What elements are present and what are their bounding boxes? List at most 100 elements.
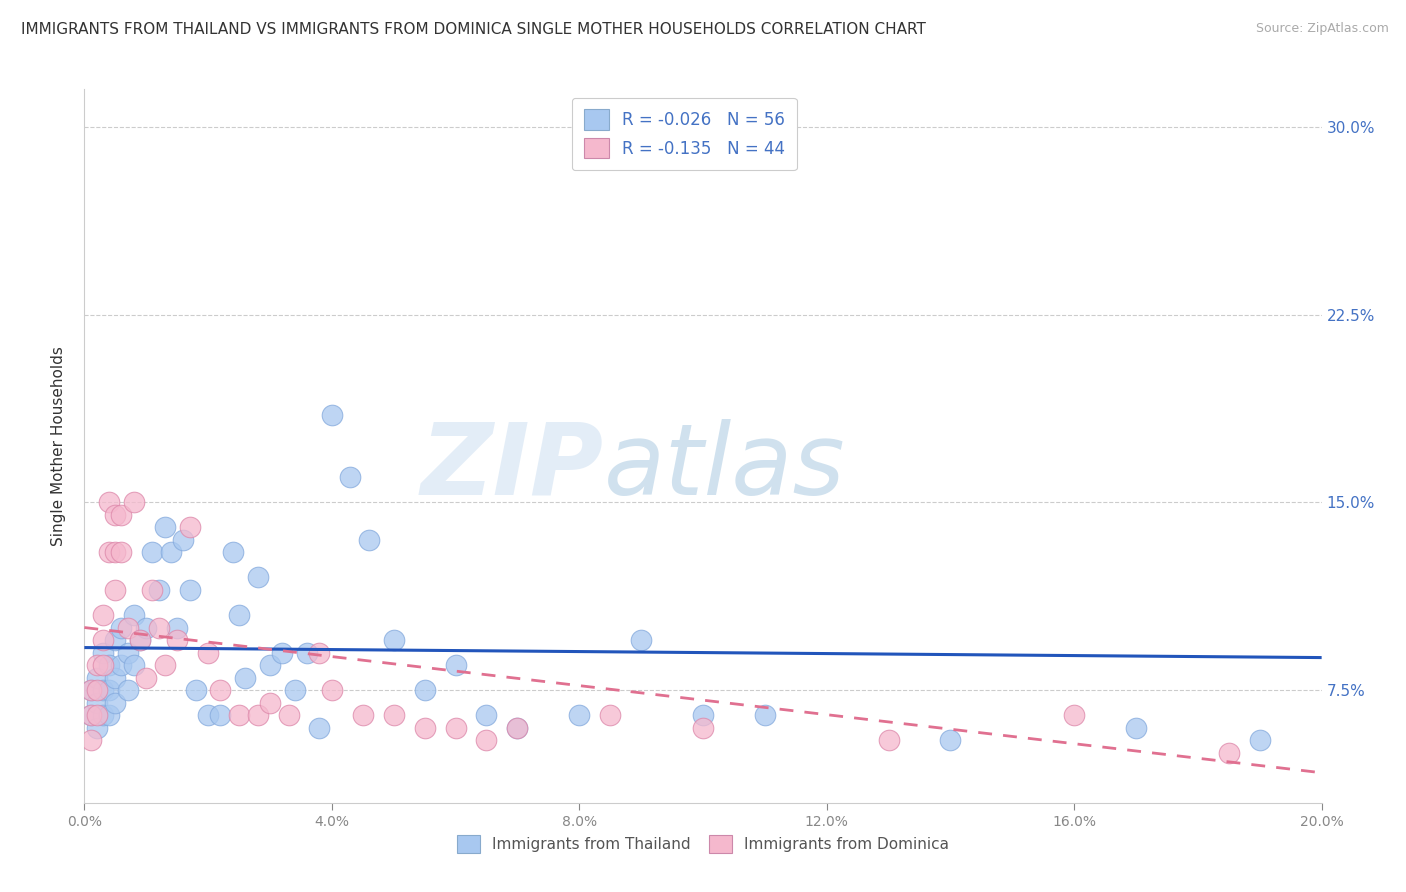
Point bbox=[160, 545, 183, 559]
Point bbox=[153, 520, 176, 534]
Legend: Immigrants from Thailand, Immigrants from Dominica: Immigrants from Thailand, Immigrants fro… bbox=[451, 829, 955, 859]
Point bbox=[91, 607, 114, 622]
Point bbox=[444, 721, 467, 735]
Point bbox=[209, 708, 232, 723]
Point bbox=[1063, 708, 1085, 723]
Point bbox=[141, 582, 163, 597]
Point bbox=[357, 533, 380, 547]
Point bbox=[382, 633, 405, 648]
Point bbox=[91, 708, 114, 723]
Point bbox=[228, 708, 250, 723]
Point bbox=[98, 708, 121, 723]
Point bbox=[228, 607, 250, 622]
Text: Source: ZipAtlas.com: Source: ZipAtlas.com bbox=[1256, 22, 1389, 36]
Point bbox=[98, 683, 121, 698]
Point bbox=[284, 683, 307, 698]
Point bbox=[179, 582, 201, 597]
Point bbox=[91, 658, 114, 673]
Point bbox=[104, 671, 127, 685]
Point bbox=[1249, 733, 1271, 747]
Point bbox=[1218, 746, 1240, 760]
Point bbox=[110, 621, 132, 635]
Point bbox=[877, 733, 900, 747]
Point bbox=[754, 708, 776, 723]
Point bbox=[197, 708, 219, 723]
Point bbox=[86, 671, 108, 685]
Point bbox=[197, 646, 219, 660]
Point bbox=[104, 582, 127, 597]
Point bbox=[122, 658, 145, 673]
Point bbox=[308, 721, 330, 735]
Point bbox=[148, 582, 170, 597]
Point bbox=[506, 721, 529, 735]
Point bbox=[1125, 721, 1147, 735]
Point bbox=[222, 545, 245, 559]
Point bbox=[141, 545, 163, 559]
Point bbox=[259, 658, 281, 673]
Point bbox=[246, 570, 269, 584]
Point bbox=[444, 658, 467, 673]
Point bbox=[233, 671, 256, 685]
Point bbox=[382, 708, 405, 723]
Point bbox=[110, 508, 132, 522]
Point bbox=[166, 633, 188, 648]
Point bbox=[179, 520, 201, 534]
Point bbox=[86, 708, 108, 723]
Text: atlas: atlas bbox=[605, 419, 845, 516]
Point bbox=[308, 646, 330, 660]
Point bbox=[259, 696, 281, 710]
Point bbox=[339, 470, 361, 484]
Point bbox=[277, 708, 299, 723]
Point bbox=[98, 495, 121, 509]
Point bbox=[104, 696, 127, 710]
Point bbox=[98, 545, 121, 559]
Point bbox=[321, 683, 343, 698]
Point bbox=[104, 508, 127, 522]
Point bbox=[91, 683, 114, 698]
Point bbox=[79, 708, 101, 723]
Point bbox=[86, 658, 108, 673]
Point bbox=[939, 733, 962, 747]
Point bbox=[86, 721, 108, 735]
Point bbox=[271, 646, 294, 660]
Point bbox=[117, 683, 139, 698]
Text: IMMIGRANTS FROM THAILAND VS IMMIGRANTS FROM DOMINICA SINGLE MOTHER HOUSEHOLDS CO: IMMIGRANTS FROM THAILAND VS IMMIGRANTS F… bbox=[21, 22, 927, 37]
Point bbox=[413, 683, 436, 698]
Point bbox=[79, 733, 101, 747]
Point bbox=[91, 646, 114, 660]
Point bbox=[129, 633, 152, 648]
Point bbox=[166, 621, 188, 635]
Point bbox=[79, 683, 101, 698]
Point bbox=[79, 683, 101, 698]
Point bbox=[104, 545, 127, 559]
Point bbox=[568, 708, 591, 723]
Point bbox=[148, 621, 170, 635]
Point bbox=[79, 708, 101, 723]
Point bbox=[475, 733, 498, 747]
Point bbox=[692, 721, 714, 735]
Point bbox=[209, 683, 232, 698]
Point bbox=[506, 721, 529, 735]
Point bbox=[184, 683, 207, 698]
Point bbox=[153, 658, 176, 673]
Point bbox=[86, 696, 108, 710]
Y-axis label: Single Mother Households: Single Mother Households bbox=[51, 346, 66, 546]
Point bbox=[110, 658, 132, 673]
Point bbox=[110, 545, 132, 559]
Point bbox=[475, 708, 498, 723]
Point bbox=[246, 708, 269, 723]
Point bbox=[630, 633, 652, 648]
Point bbox=[129, 633, 152, 648]
Point bbox=[413, 721, 436, 735]
Point bbox=[104, 633, 127, 648]
Point bbox=[86, 683, 108, 698]
Point bbox=[117, 621, 139, 635]
Point bbox=[321, 408, 343, 422]
Point bbox=[692, 708, 714, 723]
Point bbox=[122, 495, 145, 509]
Point bbox=[135, 621, 157, 635]
Point bbox=[122, 607, 145, 622]
Point bbox=[352, 708, 374, 723]
Point bbox=[599, 708, 621, 723]
Point bbox=[135, 671, 157, 685]
